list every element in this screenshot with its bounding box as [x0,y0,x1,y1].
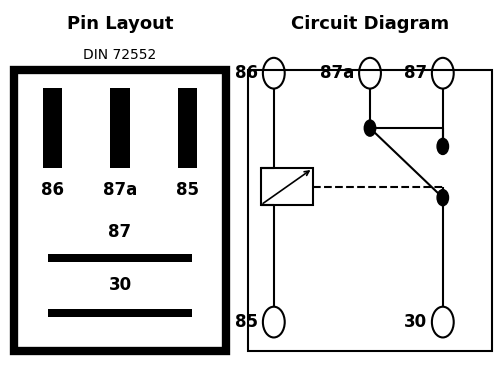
Text: 87a: 87a [320,64,354,82]
Text: 87: 87 [108,223,132,241]
Text: Circuit Diagram: Circuit Diagram [291,15,449,33]
Text: 87a: 87a [103,181,137,199]
Bar [48,254,192,262]
Text: Pin Layout: Pin Layout [67,15,174,33]
Text: 30: 30 [108,276,132,294]
Bar [248,70,492,351]
Bar [110,88,130,168]
Text: DIN 72552: DIN 72552 [84,48,156,61]
Text: 86: 86 [234,64,258,82]
Bar [178,88,197,168]
Bar [14,70,226,351]
Circle shape [437,138,448,154]
Bar [48,309,192,317]
Text: 85: 85 [234,313,258,331]
Text: 85: 85 [176,181,199,199]
Text: 30: 30 [404,313,426,331]
Circle shape [364,120,376,136]
Text: 86: 86 [42,181,64,199]
Bar [43,88,62,168]
Bar [261,168,313,205]
Circle shape [437,190,448,206]
Text: 87: 87 [404,64,426,82]
